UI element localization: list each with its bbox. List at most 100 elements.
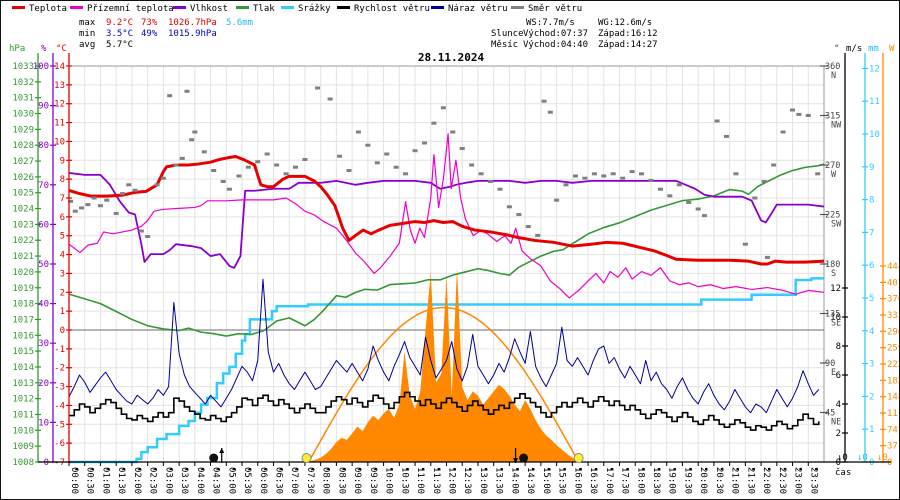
series-radiace-clearsky-w bbox=[308, 306, 580, 463]
svg-text:45: 45 bbox=[825, 409, 835, 419]
svg-text:1014: 1014 bbox=[12, 363, 34, 373]
legend-swatch-icon bbox=[12, 6, 25, 9]
svg-text:1009: 1009 bbox=[12, 442, 34, 452]
svg-text:2: 2 bbox=[60, 288, 65, 298]
stat-max-rain: 5.6mm bbox=[226, 18, 254, 28]
legend-item: Směr větru bbox=[511, 4, 582, 14]
svg-text:00:00: 00:00 bbox=[69, 467, 79, 494]
legend-item: Přízemní teplota bbox=[70, 4, 174, 14]
svg-text:0: 0 bbox=[836, 458, 841, 468]
svg-text:05:30: 05:30 bbox=[242, 467, 252, 494]
svg-text:111: 111 bbox=[887, 409, 900, 419]
humidity-axis-header: % bbox=[41, 44, 47, 54]
svg-text:1012: 1012 bbox=[12, 395, 34, 405]
svg-text:14:00: 14:00 bbox=[509, 467, 519, 494]
series-prizemni-teplota-c bbox=[68, 133, 825, 299]
svg-text:11: 11 bbox=[54, 119, 65, 129]
svg-text:7: 7 bbox=[869, 228, 874, 238]
svg-text:0: 0 bbox=[869, 458, 874, 468]
svg-text:11:00: 11:00 bbox=[415, 467, 425, 494]
moon-label: Měsíc bbox=[491, 40, 519, 50]
svg-text:0: 0 bbox=[60, 326, 65, 336]
svg-text:6: 6 bbox=[869, 261, 874, 271]
svg-text:16:30: 16:30 bbox=[588, 467, 598, 494]
svg-text:444: 444 bbox=[887, 262, 900, 272]
svg-text:1023: 1023 bbox=[12, 220, 34, 230]
svg-text:1018: 1018 bbox=[12, 300, 34, 310]
svg-text:1011: 1011 bbox=[12, 410, 34, 420]
legend-item: Vlhkost bbox=[173, 4, 228, 14]
legend-swatch-icon bbox=[173, 6, 186, 9]
svg-text:19:00: 19:00 bbox=[667, 467, 677, 494]
time-axis: 00:00 00:30 01:00 01:30 02:00 02:30 03:00 03:30… bbox=[38, 461, 891, 494]
svg-text:22:30: 22:30 bbox=[777, 467, 787, 494]
svg-text:23:30: 23:30 bbox=[808, 467, 818, 494]
series-rychlost-vetru-ms bbox=[69, 391, 820, 431]
legend-swatch-icon bbox=[511, 6, 524, 9]
wind-direction-axis-header: ° bbox=[834, 44, 840, 54]
svg-text:1025: 1025 bbox=[12, 189, 34, 199]
pressure-axis: 1008 1009 1010 1011 1012 1013 1014 1015 1016 1017… bbox=[12, 53, 41, 468]
svg-text:1010: 1010 bbox=[12, 426, 34, 436]
svg-text:7: 7 bbox=[60, 194, 65, 204]
svg-text:60: 60 bbox=[38, 220, 49, 230]
svg-text:1022: 1022 bbox=[12, 236, 34, 246]
svg-text:N: N bbox=[831, 71, 836, 81]
chart-date-title: 28.11.2024 bbox=[417, 51, 485, 64]
svg-text:16:00: 16:00 bbox=[572, 467, 582, 494]
svg-text:100: 100 bbox=[33, 62, 49, 72]
sunset-icon bbox=[573, 453, 584, 463]
svg-text:09:00: 09:00 bbox=[352, 467, 362, 494]
svg-text:W: W bbox=[831, 170, 837, 180]
svg-text:315: 315 bbox=[825, 112, 840, 122]
svg-text:4: 4 bbox=[869, 327, 874, 337]
moonrise-time: Východ:04:40 bbox=[523, 40, 589, 50]
radiation-axis-header: W bbox=[889, 44, 895, 54]
svg-text:1: 1 bbox=[60, 307, 65, 317]
humidity-axis: 0 10 20 30 40 50 60 70 80 90 100 bbox=[33, 53, 56, 468]
svg-text:23:00: 23:00 bbox=[793, 467, 803, 494]
legend-label: Přízemní teplota bbox=[87, 4, 174, 14]
stat-max-label: max bbox=[79, 18, 96, 28]
svg-text:333: 333 bbox=[887, 311, 900, 321]
svg-text:20:00: 20:00 bbox=[698, 467, 708, 494]
svg-text:1015: 1015 bbox=[12, 347, 34, 357]
legend-item: Srážky bbox=[281, 4, 331, 14]
legend-swatch-icon bbox=[70, 6, 83, 9]
svg-text:04:00: 04:00 bbox=[195, 467, 205, 494]
svg-text:-3: -3 bbox=[54, 383, 65, 393]
svg-text:1033: 1033 bbox=[12, 62, 34, 72]
svg-text:12: 12 bbox=[830, 284, 841, 294]
legend-swatch-icon bbox=[337, 6, 350, 9]
svg-text:1016: 1016 bbox=[12, 331, 34, 341]
svg-text:6: 6 bbox=[836, 371, 841, 381]
series-naraz-vetru-ms bbox=[68, 278, 820, 414]
stat-min-humidity: 49% bbox=[141, 29, 158, 39]
svg-text:2: 2 bbox=[869, 392, 874, 402]
svg-text:1027: 1027 bbox=[12, 157, 34, 167]
svg-text:4: 4 bbox=[60, 251, 65, 261]
svg-text:-7: -7 bbox=[54, 458, 65, 468]
svg-text:1028: 1028 bbox=[12, 141, 34, 151]
series-vlhkost-pct bbox=[68, 172, 825, 269]
svg-text:360: 360 bbox=[825, 62, 840, 72]
svg-text:1: 1 bbox=[869, 425, 874, 435]
legend-label: Směr větru bbox=[528, 4, 583, 14]
svg-text:-1: -1 bbox=[54, 345, 65, 355]
svg-text:05:00: 05:00 bbox=[226, 467, 236, 494]
rain-axis-header: mm bbox=[868, 44, 879, 54]
svg-text:90: 90 bbox=[825, 359, 835, 369]
svg-text:07:00: 07:00 bbox=[289, 467, 299, 494]
svg-text:08:30: 08:30 bbox=[336, 467, 346, 494]
legend-swatch-icon bbox=[281, 6, 294, 9]
svg-text:10:00: 10:00 bbox=[384, 467, 394, 494]
svg-text:370: 370 bbox=[887, 295, 900, 305]
stat-max-humidity: 73% bbox=[141, 18, 158, 28]
sun-label: Slunce bbox=[491, 29, 524, 39]
svg-text:13:30: 13:30 bbox=[494, 467, 504, 494]
svg-text:15:00: 15:00 bbox=[541, 467, 551, 494]
legend-item: Náraz větru bbox=[431, 4, 508, 14]
